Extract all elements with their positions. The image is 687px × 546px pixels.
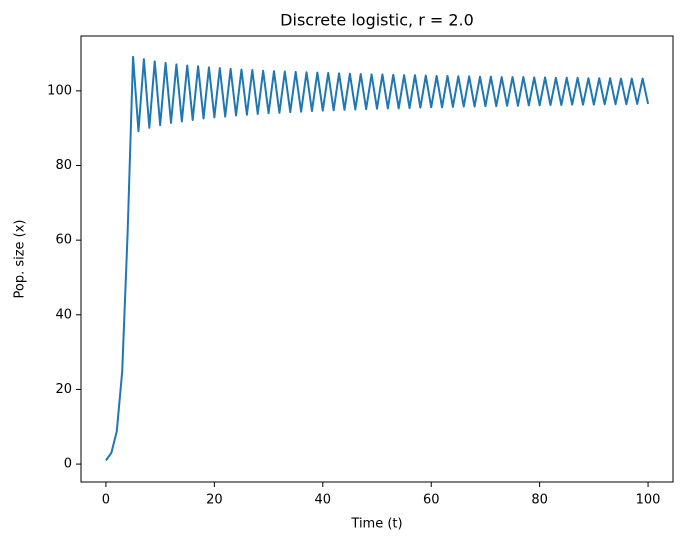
x-tick-label: 100 [636, 493, 661, 508]
plot-frame [80, 35, 674, 483]
y-tick-label: 20 [55, 382, 72, 397]
x-tick-label: 20 [206, 493, 223, 508]
line-series [105, 55, 650, 461]
y-tick-label: 40 [55, 307, 72, 322]
x-tick-label: 60 [423, 493, 440, 508]
x-tick-label: 80 [531, 493, 548, 508]
x-tick-label: 0 [102, 493, 110, 508]
chart-title: Discrete logistic, r = 2.0 [280, 11, 474, 30]
x-axis-label: Time (t) [350, 517, 402, 532]
y-axis-label: Pop. size (x) [13, 219, 28, 298]
x-tick-label: 40 [315, 493, 332, 508]
y-tick-label: 80 [55, 158, 72, 173]
y-tick-label: 60 [55, 233, 72, 248]
y-tick-label: 100 [47, 83, 72, 98]
y-tick-label: 0 [64, 457, 72, 472]
